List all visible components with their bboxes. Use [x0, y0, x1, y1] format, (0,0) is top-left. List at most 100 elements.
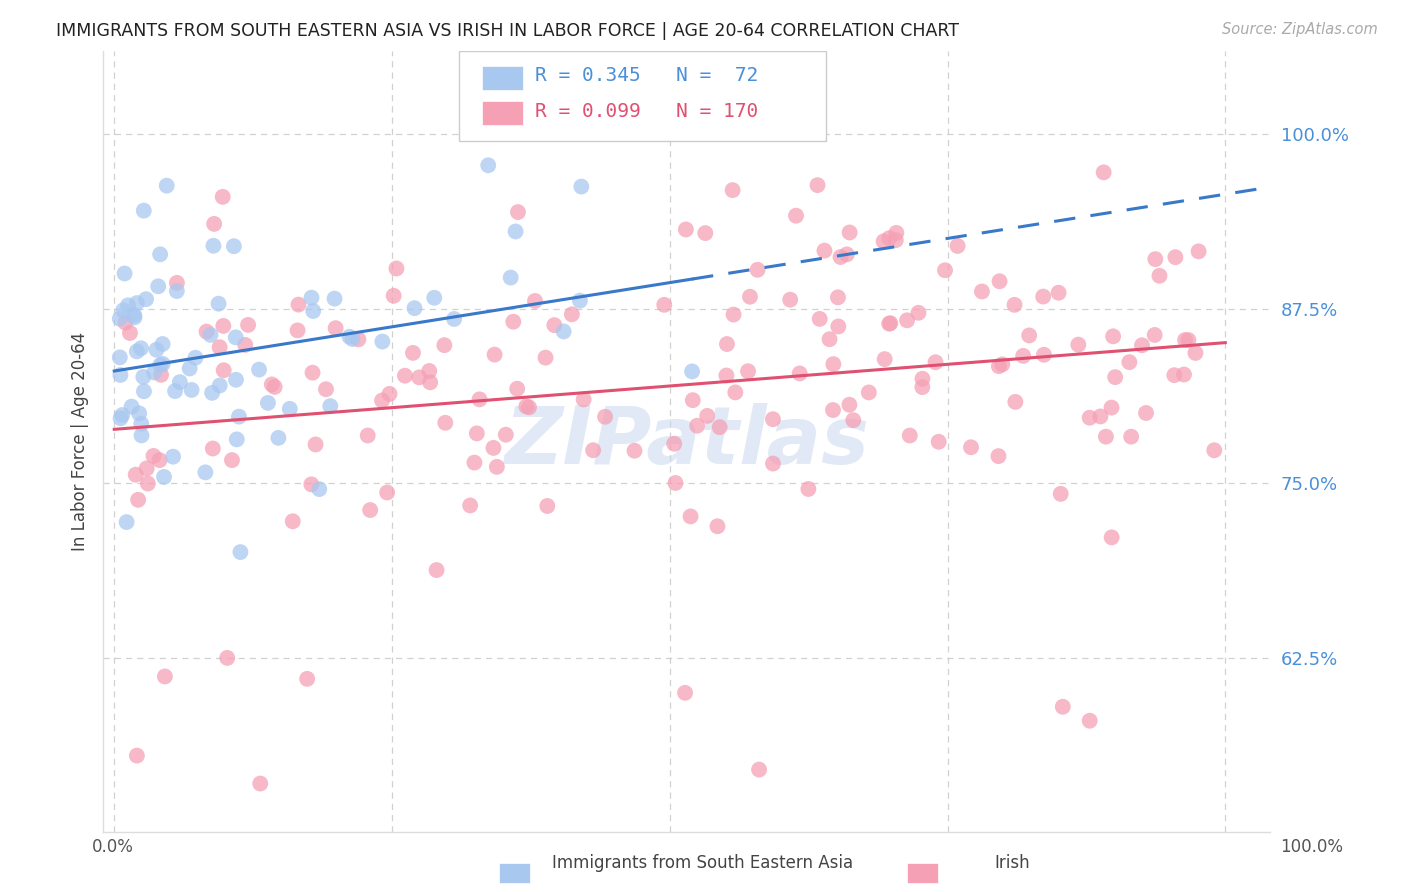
Point: [221, 453, 243, 467]
Point: [124, 310, 146, 325]
Point: [886, 226, 908, 240]
Point: [808, 312, 831, 326]
Point: [145, 343, 167, 357]
Point: [247, 362, 270, 376]
Point: [987, 449, 1010, 463]
Point: [543, 318, 565, 332]
Point: [928, 434, 950, 449]
Point: [110, 411, 132, 425]
Point: [721, 183, 744, 197]
Point: [114, 316, 136, 330]
Point: [911, 372, 934, 386]
Point: [1012, 349, 1035, 363]
Point: [357, 428, 380, 442]
Text: R = 0.345   N =  72: R = 0.345 N = 72: [534, 66, 758, 86]
Point: [1049, 487, 1071, 501]
Point: [1187, 244, 1209, 259]
Text: IMMIGRANTS FROM SOUTH EASTERN ASIA VS IRISH IN LABOR FORCE | AGE 20-64 CORRELATI: IMMIGRANTS FROM SOUTH EASTERN ASIA VS IR…: [56, 22, 959, 40]
Point: [806, 178, 828, 193]
Point: [299, 477, 322, 491]
Point: [263, 380, 285, 394]
Point: [278, 401, 301, 416]
Point: [463, 456, 485, 470]
Point: [858, 385, 880, 400]
Point: [225, 330, 247, 344]
Point: [675, 222, 697, 236]
Point: [495, 427, 517, 442]
Point: [319, 399, 342, 413]
Point: [534, 351, 557, 365]
Point: [257, 396, 280, 410]
Point: [924, 355, 946, 369]
Point: [465, 426, 488, 441]
Point: [143, 365, 166, 379]
Point: [135, 292, 157, 306]
Point: [194, 466, 217, 480]
Point: [315, 382, 337, 396]
Point: [114, 267, 136, 281]
Point: [375, 485, 398, 500]
Point: [308, 482, 330, 496]
Point: [179, 361, 201, 376]
Point: [211, 190, 233, 204]
Point: [443, 312, 465, 326]
Text: Irish: Irish: [994, 855, 1031, 872]
Point: [419, 376, 441, 390]
Point: [716, 368, 738, 383]
Point: [136, 476, 159, 491]
Point: [385, 261, 408, 276]
Point: [149, 358, 172, 372]
Point: [842, 413, 865, 427]
Point: [1004, 395, 1026, 409]
Point: [762, 457, 785, 471]
Point: [212, 318, 235, 333]
Point: [325, 321, 347, 335]
Point: [1078, 410, 1101, 425]
Point: [434, 416, 457, 430]
Point: [706, 519, 728, 533]
Point: [1204, 443, 1226, 458]
Point: [1149, 268, 1171, 283]
Point: [433, 338, 456, 352]
Point: [1177, 333, 1199, 347]
Point: [129, 341, 152, 355]
Text: 100.0%: 100.0%: [1279, 838, 1343, 855]
Point: [112, 303, 135, 318]
Point: [115, 515, 138, 529]
Point: [236, 318, 259, 332]
Point: [482, 441, 505, 455]
Point: [827, 290, 849, 304]
FancyBboxPatch shape: [458, 51, 827, 141]
Point: [180, 383, 202, 397]
Point: [129, 417, 152, 431]
Point: [797, 482, 820, 496]
Point: [152, 357, 174, 371]
Point: [195, 325, 218, 339]
Point: [301, 291, 323, 305]
Point: [131, 428, 153, 442]
Point: [156, 178, 179, 193]
Point: [1067, 337, 1090, 351]
Point: [110, 368, 132, 382]
Point: [686, 418, 709, 433]
Point: [813, 244, 835, 258]
Point: [517, 401, 540, 415]
Point: [1047, 285, 1070, 300]
Point: [1135, 406, 1157, 420]
Point: [217, 651, 239, 665]
Point: [960, 440, 983, 454]
Point: [506, 382, 529, 396]
Point: [281, 514, 304, 528]
Point: [502, 315, 524, 329]
Point: [287, 298, 309, 312]
Point: [201, 385, 224, 400]
Point: [934, 263, 956, 277]
Point: [884, 233, 907, 247]
Text: R = 0.099   N = 170: R = 0.099 N = 170: [534, 103, 758, 121]
Point: [125, 748, 148, 763]
Point: [1018, 328, 1040, 343]
Point: [1184, 346, 1206, 360]
Point: [623, 443, 645, 458]
Text: ZIPatlas: ZIPatlas: [503, 402, 869, 481]
Point: [225, 433, 247, 447]
